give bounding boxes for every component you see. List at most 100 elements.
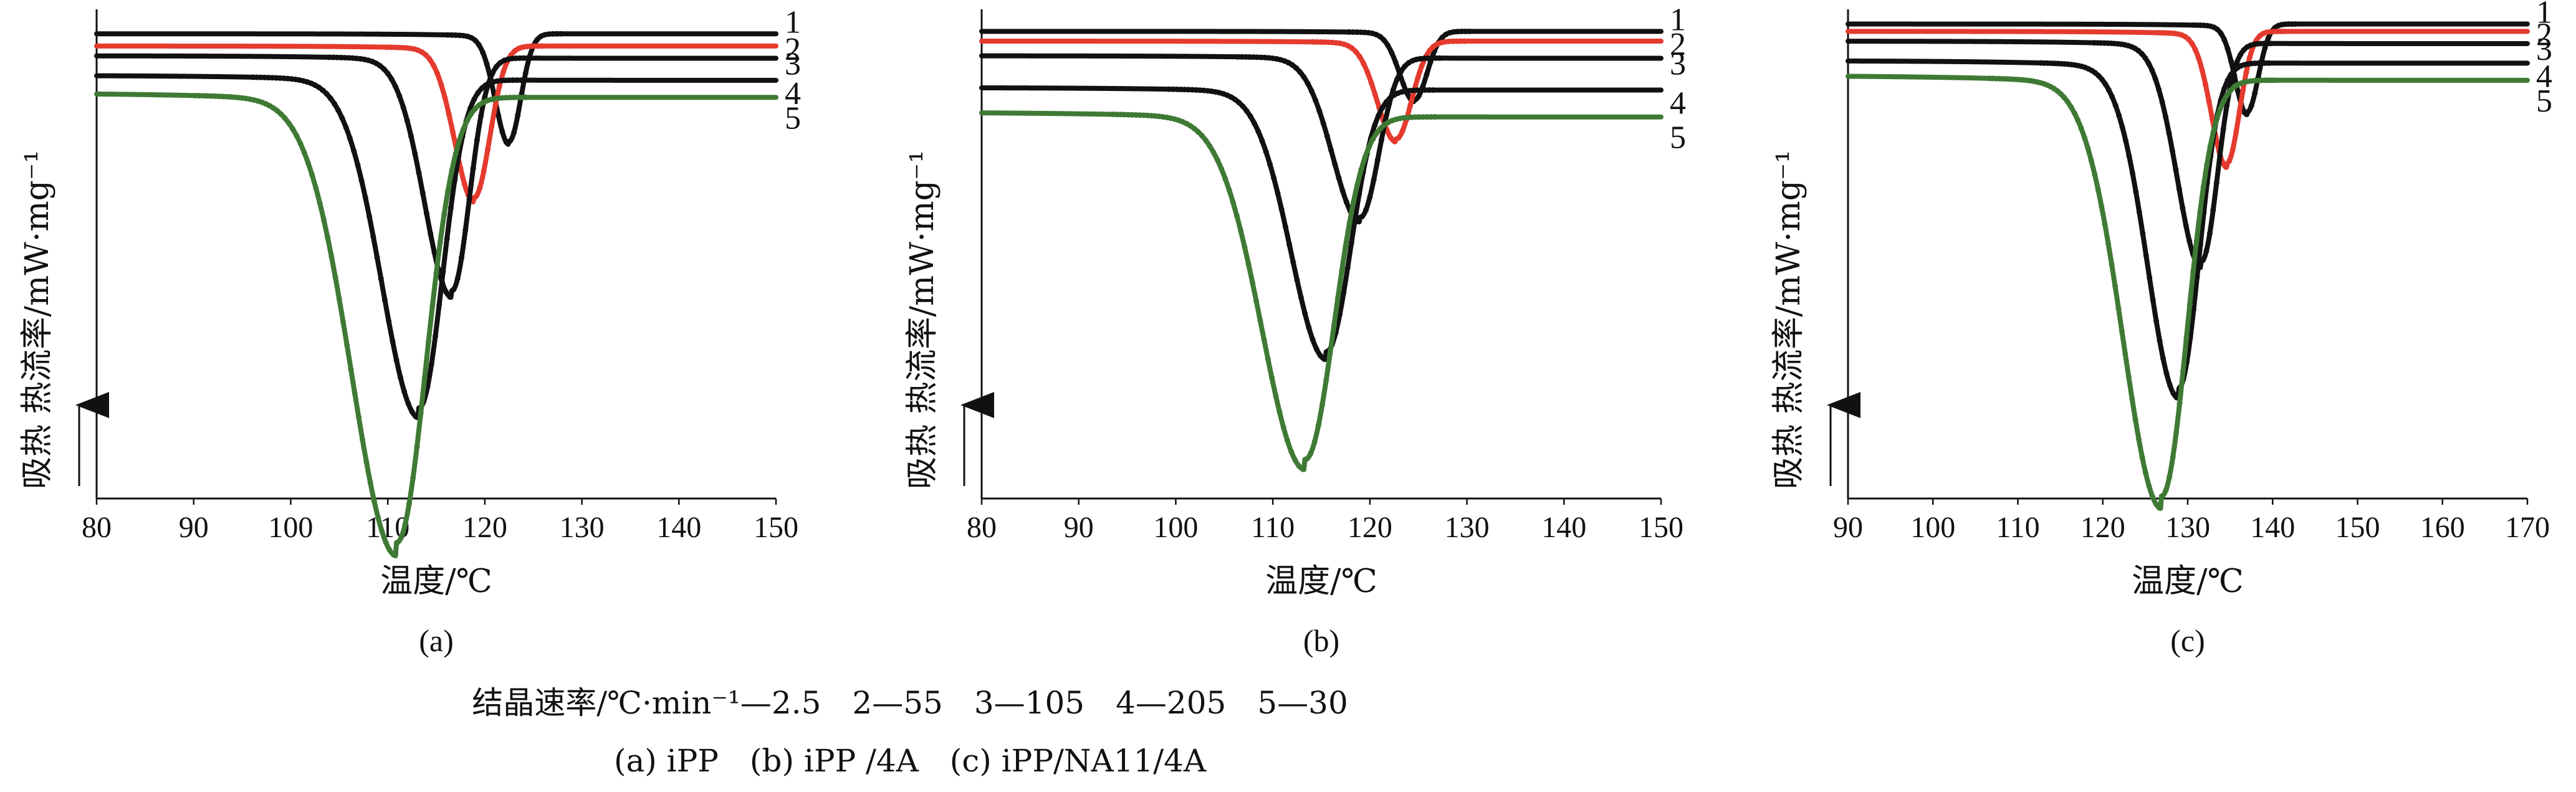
data-point xyxy=(2183,335,2190,341)
data-point xyxy=(428,361,434,368)
data-point xyxy=(1426,87,1432,93)
data-point xyxy=(327,95,333,102)
data-point xyxy=(386,547,393,553)
data-point xyxy=(1280,424,1286,431)
data-point xyxy=(2262,45,2268,51)
data-point xyxy=(473,193,479,199)
data-point xyxy=(2186,238,2193,244)
data-point xyxy=(2105,241,2112,247)
data-point xyxy=(531,43,537,49)
x-tick-label: 150 xyxy=(754,511,798,544)
data-point xyxy=(1259,138,1265,144)
data-point xyxy=(1214,157,1220,163)
data-point xyxy=(1371,177,1377,183)
data-point xyxy=(2233,129,2239,135)
legend-rate-line: 结晶速率/℃·min⁻¹—2.5 2—55 3—105 4—205 5—30 xyxy=(472,685,1348,721)
data-point xyxy=(1407,103,1413,109)
x-tick-label: 120 xyxy=(2080,511,2125,544)
data-point xyxy=(2163,113,2169,120)
data-point xyxy=(2217,152,2223,158)
data-point xyxy=(2207,143,2213,150)
data-point xyxy=(413,414,419,420)
data-point xyxy=(1273,393,1279,399)
data-point xyxy=(1344,265,1351,271)
y-axis-title: 吸热 热流率/mW·mg⁻¹ xyxy=(19,150,56,489)
data-point xyxy=(1336,175,1342,181)
data-point xyxy=(535,43,541,49)
data-point xyxy=(1292,457,1298,463)
data-point xyxy=(461,126,467,132)
data-point xyxy=(409,409,415,415)
data-point xyxy=(2075,117,2081,123)
data-point xyxy=(2105,87,2112,93)
panel-caption: (a) xyxy=(419,623,454,658)
data-point xyxy=(2204,162,2210,168)
x-tick-label: 150 xyxy=(1639,511,1683,544)
data-point xyxy=(1364,69,1371,75)
data-point xyxy=(370,233,376,239)
data-point xyxy=(1294,277,1300,284)
data-point xyxy=(2203,248,2210,254)
data-point xyxy=(431,249,438,255)
data-point xyxy=(519,94,525,100)
data-point xyxy=(1191,125,1197,131)
data-point xyxy=(1166,86,1172,92)
data-point xyxy=(507,138,513,144)
data-point xyxy=(416,169,422,176)
data-point xyxy=(294,133,300,139)
data-point xyxy=(1458,28,1465,34)
series-line-1 xyxy=(1846,21,2530,118)
series-line-3 xyxy=(979,53,1664,225)
data-point xyxy=(2189,41,2195,47)
x-tick-label: 100 xyxy=(1910,511,1955,544)
data-point xyxy=(1383,99,1389,105)
series-label-3: 3 xyxy=(785,46,801,82)
data-point xyxy=(2078,125,2084,131)
series-label-4: 4 xyxy=(2536,59,2552,94)
data-point xyxy=(1302,310,1308,316)
x-axis-title: 温度/℃ xyxy=(2132,563,2244,600)
data-point xyxy=(419,49,425,55)
data-point xyxy=(510,77,516,83)
data-point xyxy=(1430,87,1436,93)
data-point xyxy=(1118,112,1124,118)
data-point xyxy=(433,270,439,276)
data-point xyxy=(1286,241,1293,247)
data-point xyxy=(1337,311,1343,317)
data-point xyxy=(472,37,478,44)
data-point xyxy=(1318,39,1324,45)
data-point xyxy=(429,303,436,310)
data-point xyxy=(2123,138,2129,144)
data-point xyxy=(406,501,412,507)
data-point xyxy=(1334,295,1341,301)
data-point xyxy=(442,95,448,101)
data-point xyxy=(320,216,327,222)
data-point xyxy=(1350,29,1356,35)
data-point xyxy=(515,94,521,100)
data-point xyxy=(2224,103,2230,109)
data-point xyxy=(466,196,472,203)
data-point xyxy=(1353,49,1359,55)
data-point xyxy=(452,177,458,183)
data-point xyxy=(332,274,338,280)
data-point xyxy=(358,178,365,184)
data-point xyxy=(402,521,408,527)
data-point xyxy=(2192,47,2198,53)
data-point xyxy=(1226,187,1232,193)
data-point xyxy=(484,61,490,67)
data-point xyxy=(1348,240,1354,246)
data-point xyxy=(1210,150,1217,156)
data-point xyxy=(2116,112,2122,118)
data-point xyxy=(2163,487,2169,493)
data-point xyxy=(335,107,342,113)
x-tick-label: 80 xyxy=(82,511,112,544)
data-point xyxy=(371,498,377,504)
data-point xyxy=(1285,437,1290,444)
series-label-2: 2 xyxy=(2536,17,2552,52)
data-point xyxy=(2095,73,2102,79)
data-point xyxy=(1253,298,1260,304)
data-point xyxy=(430,62,436,69)
data-point xyxy=(2085,145,2091,151)
x-tick-label: 150 xyxy=(2335,511,2380,544)
data-point xyxy=(1368,80,1374,86)
